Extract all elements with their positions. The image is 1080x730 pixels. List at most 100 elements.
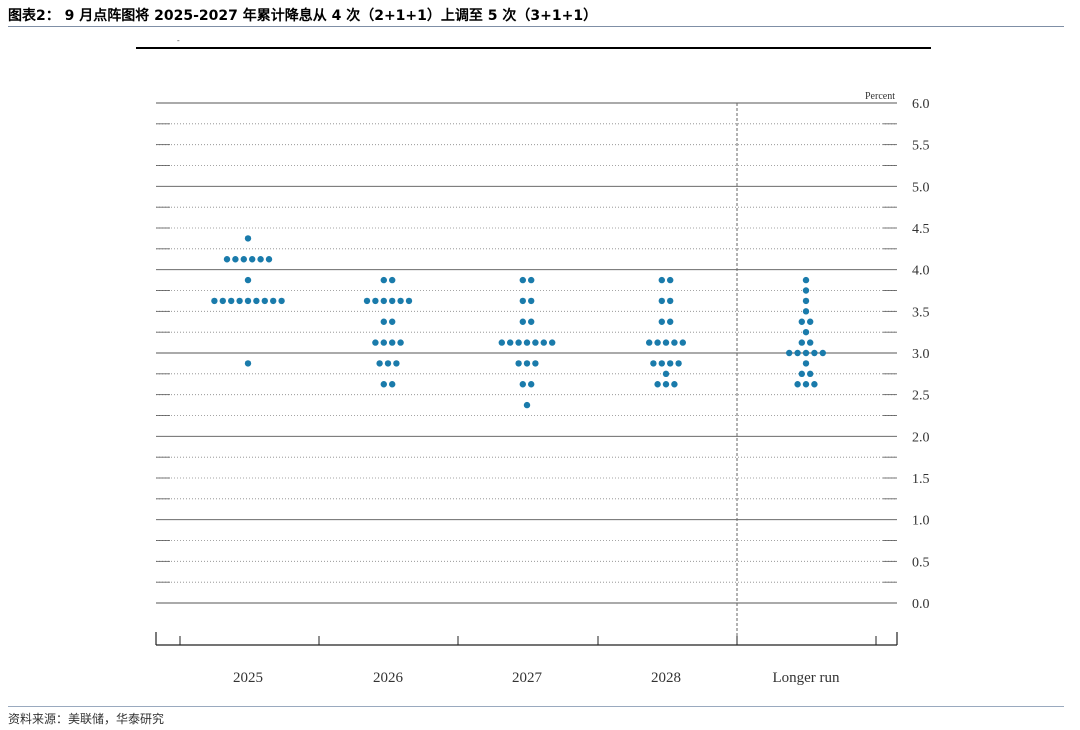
fomc-dot [523,360,531,367]
fomc-dot [662,381,670,388]
fomc-dot [658,360,665,367]
y-tick-label: 2.5 [912,389,930,404]
y-tick-label: 0.5 [912,555,930,570]
fomc-dot [519,297,526,305]
fomc-dot [389,381,396,388]
fomc-dot [646,339,653,346]
fomc-dot [523,401,531,409]
y-tick-label: 4.0 [912,264,930,279]
fomc-dot [389,276,396,284]
fomc-dot [807,318,814,325]
fomc-dot [389,318,396,325]
y-tick-label: 3.5 [912,305,930,320]
fomc-dot [228,297,235,305]
fomc-dot [380,339,387,346]
fomc-dot [540,339,547,346]
fomc-dot [372,297,379,305]
title-divider [8,26,1064,27]
fomc-dot [253,297,260,305]
fomc-dot [667,276,674,284]
fomc-dot [807,339,814,346]
fomc-dot [532,339,539,346]
x-category-label: 2026 [373,670,404,686]
fomc-dot [802,381,810,388]
fomc-dot [219,297,226,305]
fomc-dot [528,318,535,325]
y-axis-unit-label: Percent [865,91,895,102]
x-category-label: 2028 [651,670,681,686]
fomc-dot [802,328,810,336]
footer-divider [8,706,1064,707]
fomc-dot [798,339,805,346]
fomc-dot [658,318,665,325]
fomc-dot [802,360,810,367]
fomc-dot [679,339,686,346]
fomc-dot [523,339,531,346]
figure-title: 图表2： 9 月点阵图将 2025-2027 年累计降息从 4 次（2+1+1）… [8,8,598,24]
fomc-dot [667,318,674,325]
y-tick-label: 5.0 [912,180,930,195]
fomc-dot [654,339,661,346]
fomc-dot [802,287,810,294]
fomc-dot [236,297,243,305]
fomc-dot [380,276,387,284]
fomc-dot [528,381,535,388]
fomc-dot [794,381,801,388]
fomc-dot [244,276,252,284]
fomc-dot [380,381,387,388]
fomc-dot [389,297,396,305]
fomc-dot [811,349,818,357]
y-tick-label: 1.5 [912,472,930,487]
fomc-dot [265,256,273,263]
fomc-dot [498,339,505,346]
fomc-dot [519,276,526,284]
fomc-dot [662,339,670,346]
fomc-dot [515,339,522,346]
fomc-dot [658,276,665,284]
fomc-dot [376,360,383,367]
fomc-dot [798,318,805,325]
fomc-dot [667,297,674,305]
fomc-dot [261,297,268,305]
x-category-label: 2025 [233,670,263,686]
fomc-dot [519,381,526,388]
fomc-dot [519,318,526,325]
fomc-dot [372,339,379,346]
fomc-dot [671,339,678,346]
fomc-dot [244,297,252,305]
fomc-dot [528,297,535,305]
fomc-dot [654,381,661,388]
fomc-dot [658,297,665,305]
fomc-dot [667,360,674,367]
fomc-dot [363,297,371,305]
fomc-dot [240,256,247,263]
y-tick-label: 2.0 [912,430,930,445]
x-category-label: Longer run [772,670,840,686]
fomc-dot [380,297,387,305]
fomc-dot [802,276,810,284]
fomc-dot [794,349,801,357]
source-note: 资料来源：美联储，华泰研究 [8,712,165,726]
fomc-dot [662,370,670,378]
fomc-dot [819,349,826,357]
fomc-dot [257,256,264,263]
fomc-dot [650,360,657,367]
fomc-dot [397,297,404,305]
fomc-dot [270,297,277,305]
fomc-dot [802,297,810,305]
y-tick-label: 1.0 [912,514,930,529]
fomc-dot [223,256,231,263]
fomc-dot [671,381,678,388]
fomc-dot [802,308,810,315]
fomc-dot [507,339,514,346]
fomc-dot [249,256,256,263]
y-tick-label: 5.5 [912,139,930,154]
fomc-dot [515,360,522,367]
fomc-dot [384,360,392,367]
fomc-dot [397,339,404,346]
fomc-dot [786,349,793,357]
chart-top-rule [136,47,931,49]
fomc-dot [807,370,814,378]
fomc-dot [802,349,810,357]
fomc-dot [798,370,805,378]
